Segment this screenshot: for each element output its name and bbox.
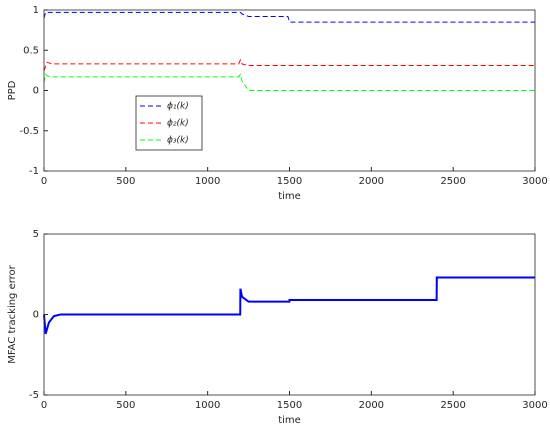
x-tick-label: 3000 [522, 176, 547, 187]
x-tick-label: 500 [116, 176, 135, 187]
y-tick-label: 0.5 [23, 45, 39, 56]
x-tick-label: 2000 [359, 176, 384, 187]
legend-label: ϕ₁(k) [167, 102, 189, 112]
y-tick-label: -0.5 [19, 126, 39, 137]
x-tick-label: 500 [116, 400, 135, 411]
data-line [43, 58, 535, 71]
x-axis-label: time [278, 415, 301, 426]
x-tick-label: 2000 [359, 400, 384, 411]
y-tick-label: 0 [33, 86, 39, 97]
x-tick-label: 2500 [440, 400, 465, 411]
x-axis-label: time [278, 191, 301, 202]
legend-label: ϕ₂(k) [167, 119, 189, 129]
y-axis-label: MFAC tracking error [7, 264, 18, 363]
x-tick-label: 1000 [195, 400, 220, 411]
x-tick-label: 1500 [277, 176, 302, 187]
x-tick-label: 0 [41, 176, 47, 187]
x-tick-label: 2500 [440, 176, 465, 187]
legend-box [135, 95, 203, 151]
y-tick-label: 0 [33, 310, 39, 321]
x-tick-label: 3000 [522, 400, 547, 411]
y-tick-label: -1 [29, 166, 39, 177]
data-line [43, 11, 535, 23]
x-tick-label: 1000 [195, 176, 220, 187]
legend: ϕ₁(k) ϕ₂(k) ϕ₃(k) [135, 95, 203, 151]
x-tick-label: 1500 [277, 400, 302, 411]
data-line [43, 73, 535, 91]
y-axis-label: PPD [7, 80, 18, 100]
y-tick-label: 1 [33, 5, 39, 16]
legend-label: ϕ₃(k) [167, 136, 189, 146]
y-tick-label: 5 [33, 229, 39, 240]
axes-box [43, 9, 536, 172]
axes-box [43, 233, 536, 396]
data-line [43, 276, 535, 335]
x-tick-label: 0 [41, 400, 47, 411]
y-tick-label: -5 [29, 390, 39, 401]
